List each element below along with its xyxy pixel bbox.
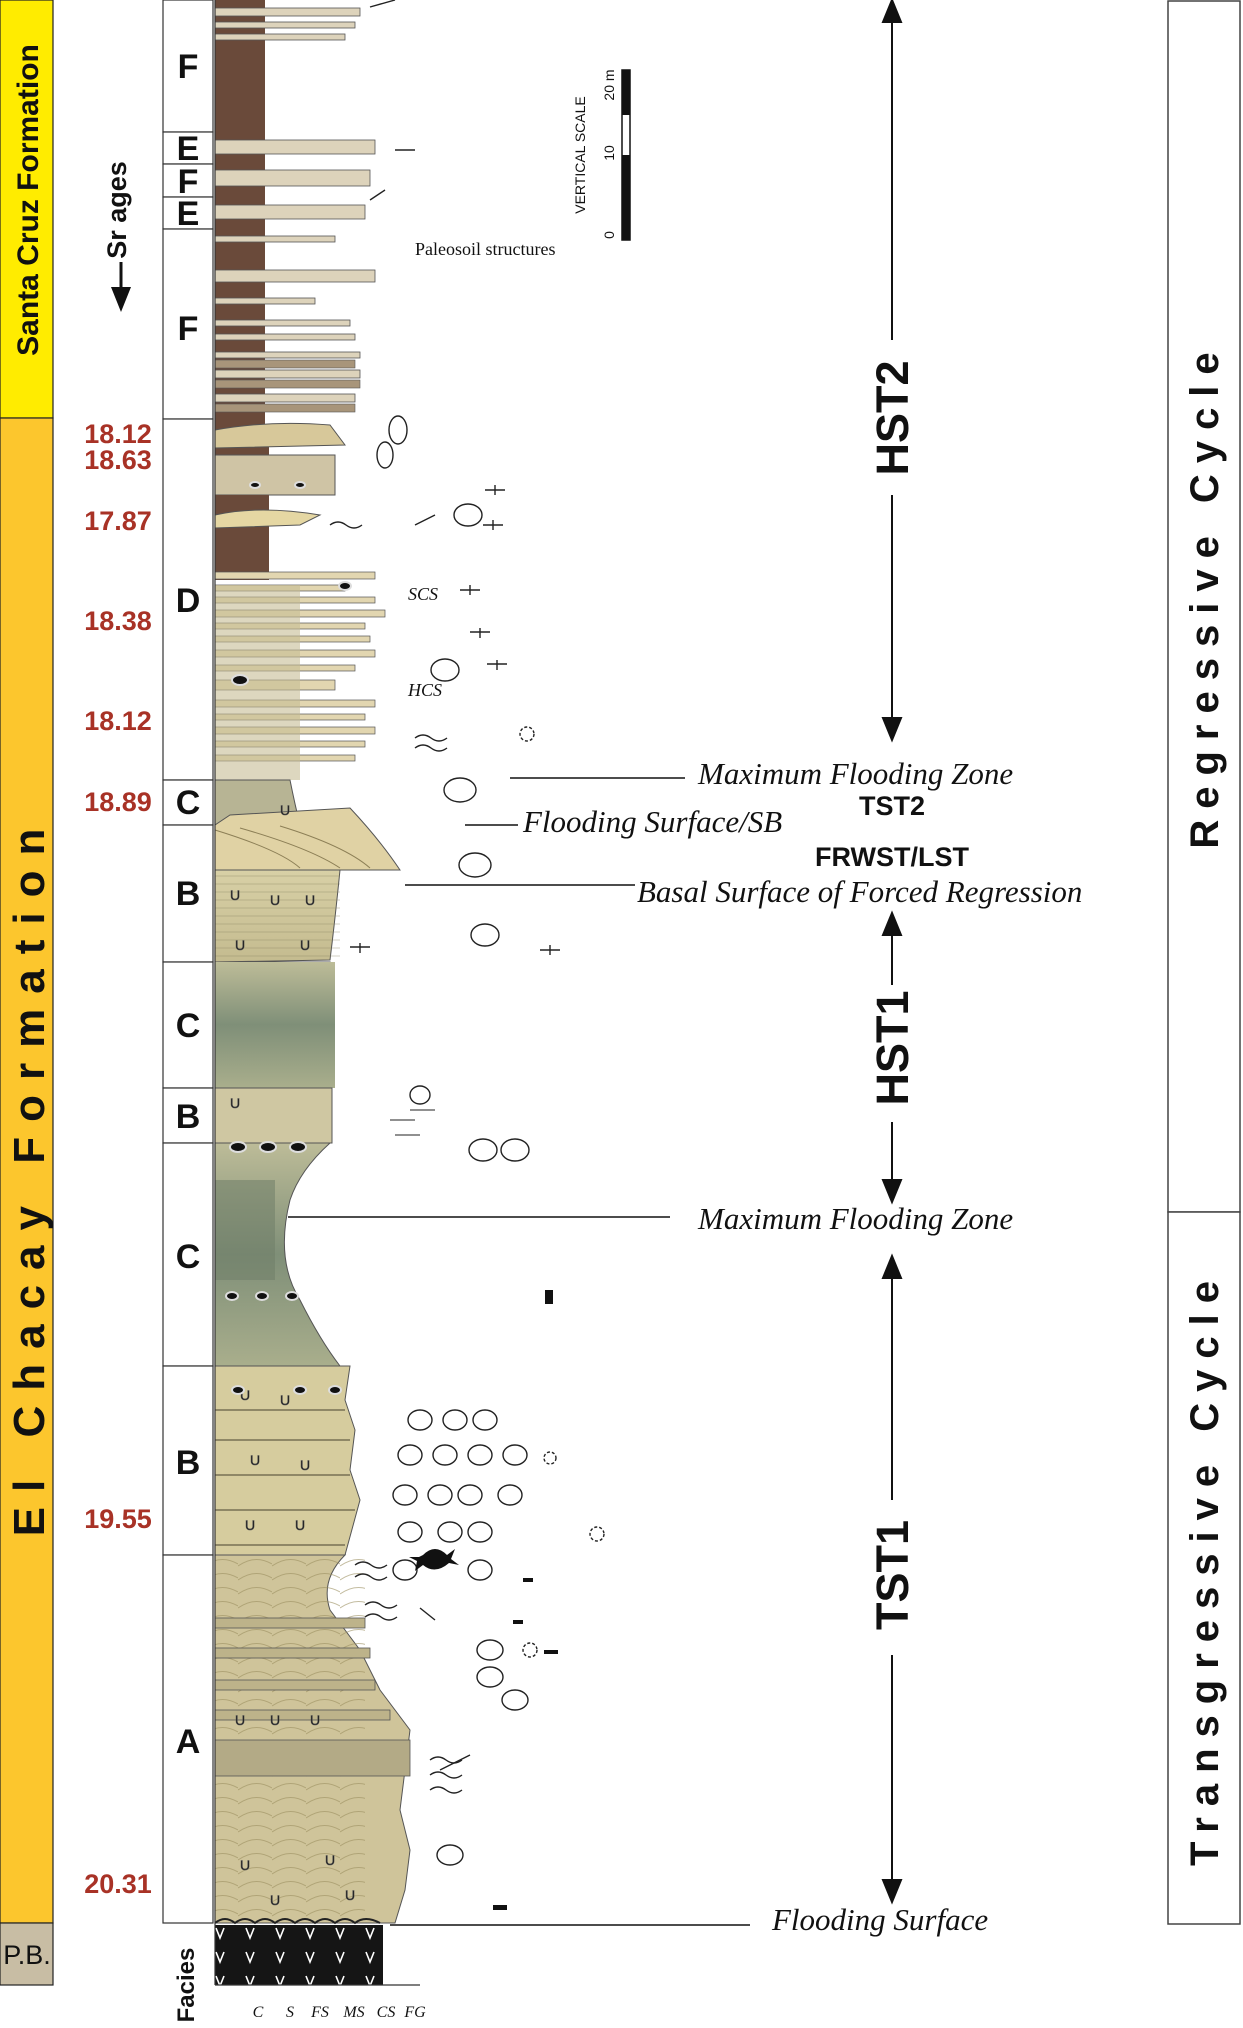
surface-label-flooding-surface: Flooding Surface bbox=[771, 1902, 988, 1937]
paleosoil-label: Paleosoil structures bbox=[415, 239, 555, 259]
facies-axis-label: Facies bbox=[173, 1948, 200, 2023]
grain-tick-label: FS bbox=[310, 2004, 329, 2021]
sr-age-value: 18.63 bbox=[84, 445, 152, 475]
sr-age-value: 18.12 bbox=[84, 706, 152, 736]
svg-text:U: U bbox=[310, 1712, 320, 1728]
svg-text:U: U bbox=[270, 1892, 280, 1908]
crab-icon bbox=[409, 1549, 459, 1571]
facies-letter: C bbox=[176, 784, 201, 822]
facies-letter: E bbox=[177, 195, 200, 233]
santa-cruz-formation-label: Santa Cruz Formation bbox=[12, 44, 45, 356]
vertical-scale-title: VERTICAL SCALE bbox=[572, 96, 588, 214]
grain-tick-label: FG bbox=[403, 2004, 426, 2021]
burrow-symbols: U U U U U U U U U U U U U U U U U U U U bbox=[230, 802, 356, 1909]
svg-text:U: U bbox=[240, 1387, 250, 1403]
facies-letter: B bbox=[176, 875, 201, 913]
sr-age-value: 20.31 bbox=[84, 1869, 152, 1899]
sr-age-value: 18.12 bbox=[84, 419, 152, 449]
svg-text:U: U bbox=[230, 1095, 240, 1111]
svg-text:U: U bbox=[250, 1452, 260, 1468]
fossil-symbols bbox=[329, 0, 605, 1866]
systems-tract-hst2: HST2 bbox=[867, 360, 918, 475]
surface-lines bbox=[288, 777, 750, 1926]
systems-tract-frwst-lst: FRWST/LST bbox=[815, 842, 969, 872]
facies-letter: B bbox=[176, 1098, 201, 1136]
facies-letter: C bbox=[176, 1238, 201, 1276]
facies-letter: D bbox=[176, 582, 201, 620]
svg-text:U: U bbox=[325, 1852, 335, 1868]
facies-letter: F bbox=[178, 310, 199, 348]
svg-text:U: U bbox=[230, 887, 240, 903]
grain-tick-label: MS bbox=[342, 2004, 364, 2021]
svg-text:U: U bbox=[300, 1457, 310, 1473]
systems-tract-tst2: TST2 bbox=[859, 791, 925, 821]
svg-text:U: U bbox=[270, 892, 280, 908]
svg-text:U: U bbox=[280, 802, 290, 818]
facies-letter: C bbox=[176, 1007, 201, 1045]
systems-tract-arrows bbox=[881, 0, 903, 1905]
transgressive-cycle-label: Transgressive Cycle bbox=[1183, 1270, 1227, 1866]
grain-tick-label: S bbox=[286, 2004, 294, 2021]
svg-text:U: U bbox=[305, 892, 315, 908]
facies-letter: B bbox=[176, 1444, 201, 1482]
facies-letters: F E F E F D C B C B C B A bbox=[176, 48, 201, 1761]
el-chacay-formation-label: El Chacay Formation bbox=[5, 814, 54, 1537]
svg-text:U: U bbox=[235, 937, 245, 953]
grain-tick-label: C bbox=[253, 2004, 264, 2021]
facies-column bbox=[162, 0, 214, 1924]
facies-letter: E bbox=[177, 130, 200, 168]
sr-age-value: 18.38 bbox=[84, 606, 152, 636]
svg-text:U: U bbox=[235, 1712, 245, 1728]
vertical-scale: VERTICAL SCALE 20 m 0 10 bbox=[572, 69, 631, 241]
pb-formation-band bbox=[0, 1922, 54, 1986]
el-chacay-formation-band bbox=[0, 417, 54, 1924]
surface-label-flooding-sb: Flooding Surface/SB bbox=[522, 804, 782, 839]
svg-text:U: U bbox=[280, 1392, 290, 1408]
svg-text:U: U bbox=[270, 1712, 280, 1728]
systems-tract-tst1: TST1 bbox=[867, 1520, 918, 1630]
vertical-scale-tick: 10 bbox=[601, 145, 617, 161]
svg-text:U: U bbox=[295, 1517, 305, 1533]
systems-tract-hst1: HST1 bbox=[867, 990, 918, 1105]
facies-letter: A bbox=[176, 1723, 201, 1761]
sr-ages-label: Sr ages bbox=[102, 161, 132, 259]
svg-text:U: U bbox=[345, 1887, 355, 1903]
svg-text:U: U bbox=[300, 937, 310, 953]
santa-cruz-formation-band bbox=[0, 0, 54, 419]
sr-ages-arrow bbox=[111, 262, 131, 312]
hcs-label: HCS bbox=[407, 680, 442, 700]
surface-label-basal-forced-regression: Basal Surface of Forced Regression bbox=[637, 874, 1082, 909]
svg-text:U: U bbox=[245, 1517, 255, 1533]
lithology-column bbox=[214, 0, 411, 1985]
nodule-symbols bbox=[225, 481, 352, 1395]
surface-label-mfz-upper: Maximum Flooding Zone bbox=[697, 756, 1013, 791]
facies-letter: F bbox=[178, 48, 199, 86]
surface-label-mfz-lower: Maximum Flooding Zone bbox=[697, 1201, 1013, 1236]
scs-label: SCS bbox=[408, 584, 438, 604]
fossil-symbols-filled bbox=[409, 1290, 558, 1910]
transgressive-cycle-box bbox=[1167, 1211, 1241, 1925]
sr-age-value: 19.55 bbox=[84, 1504, 152, 1534]
vertical-scale-tick: 0 bbox=[601, 231, 617, 239]
pb-formation-label: P.B. bbox=[3, 1940, 51, 1970]
grain-size-ticks: C S FS MS CS FG bbox=[253, 2004, 426, 2021]
vertical-scale-unit: 20 m bbox=[601, 69, 617, 100]
regressive-cycle-box bbox=[1167, 0, 1241, 1213]
facies-letter: F bbox=[178, 163, 199, 201]
sr-age-value: 17.87 bbox=[84, 506, 152, 536]
sr-age-value: 18.89 bbox=[84, 787, 152, 817]
grain-tick-label: CS bbox=[377, 2004, 396, 2021]
svg-text:U: U bbox=[240, 1857, 250, 1873]
regressive-cycle-label: Regressive Cycle bbox=[1183, 341, 1227, 848]
